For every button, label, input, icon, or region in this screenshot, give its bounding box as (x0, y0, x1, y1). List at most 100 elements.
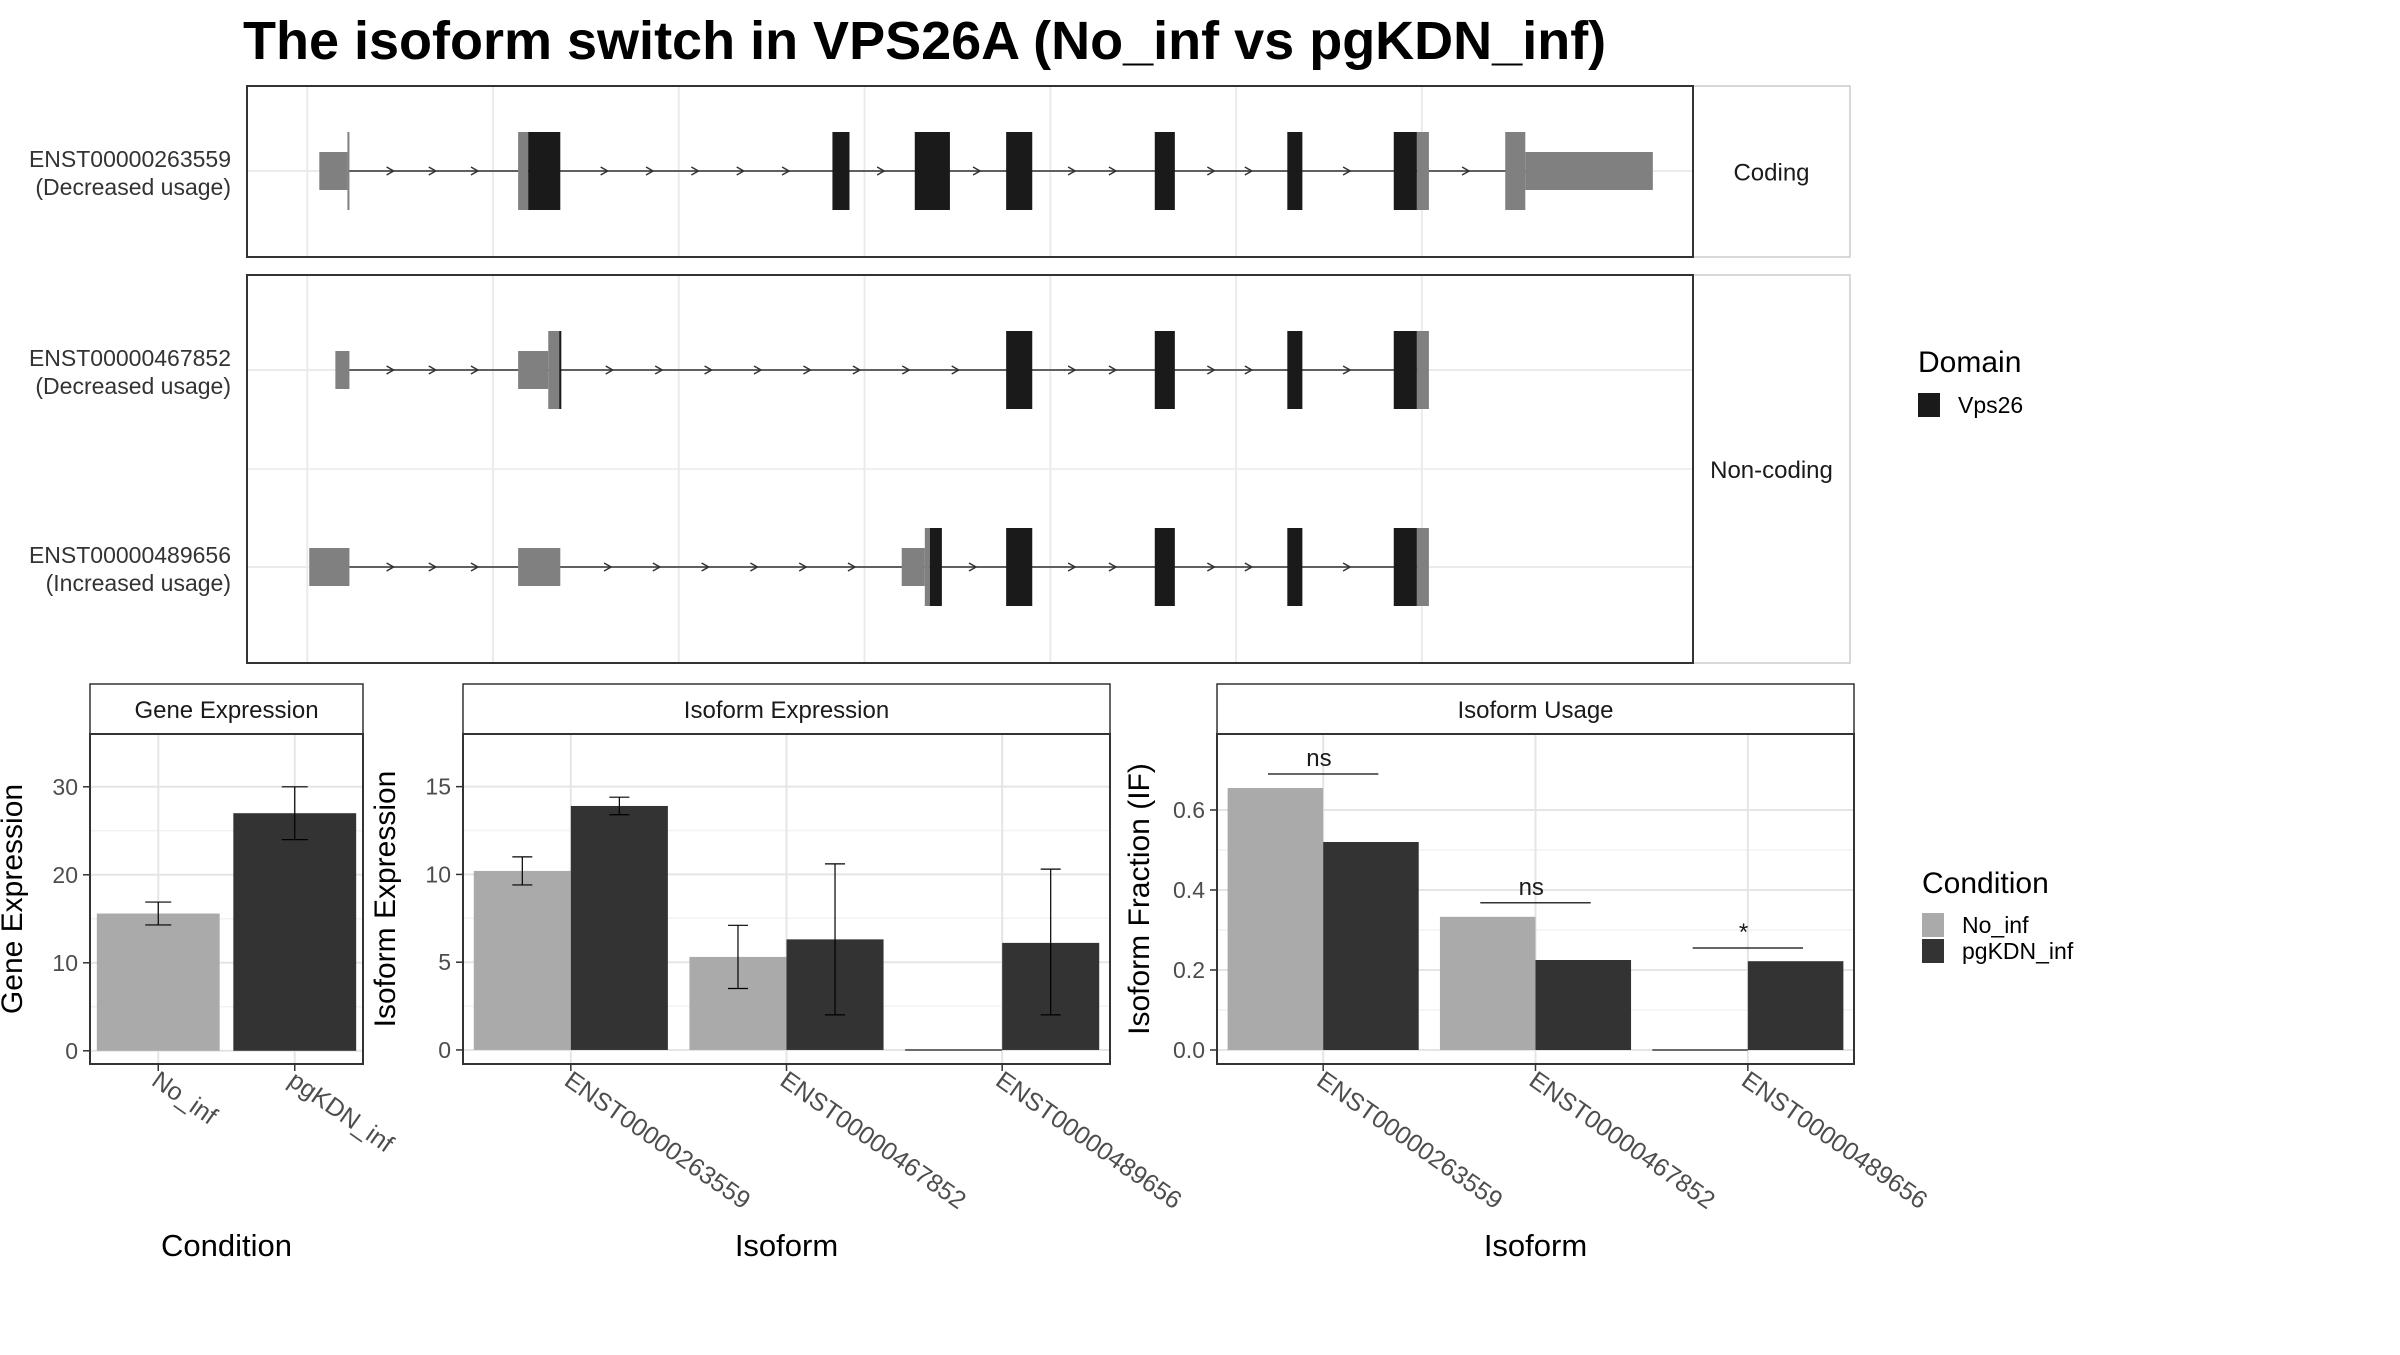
y-axis-title: Isoform Fraction (IF) (1123, 763, 1156, 1035)
x-axis-title: Condition (161, 1228, 292, 1263)
direction-arrow (1067, 562, 1077, 572)
utr-exon (335, 351, 350, 389)
bar-pgKDN_inf (1323, 842, 1419, 1050)
direction-arrow (1342, 562, 1352, 572)
domain-exon (1287, 132, 1303, 210)
direction-arrow (428, 562, 438, 572)
direction-arrow (1067, 365, 1077, 375)
direction-arrow (803, 365, 812, 375)
legend-key-no-inf (1922, 913, 1944, 937)
domain-exon (832, 132, 850, 210)
x-tick-label: pgKDN_inf (283, 1066, 398, 1158)
x-tick-label: ENST00000489656 (1736, 1066, 1932, 1215)
domain-exon (929, 528, 942, 606)
bar-pgKDN_inf (1535, 960, 1632, 1050)
y-tick-label: 0.0 (1173, 1037, 1205, 1063)
coding-exon (1416, 331, 1429, 409)
domain-exon (1154, 331, 1175, 409)
domain-exon (559, 331, 562, 409)
y-tick-label: 10 (52, 950, 78, 976)
domain-legend-title: Domain (1918, 346, 2021, 379)
domain-exon (914, 132, 950, 210)
coding-exon (1416, 132, 1429, 210)
coding-exon (1416, 528, 1429, 606)
facet-strip (1692, 274, 1851, 664)
x-tick-label: ENST00000263559 (1312, 1066, 1508, 1215)
direction-arrow (690, 166, 700, 176)
condition-legend-title: Condition (1922, 867, 2049, 900)
direction-arrow (852, 365, 862, 375)
direction-arrow (470, 365, 480, 375)
utr-exon (319, 152, 348, 190)
direction-arrow (428, 365, 438, 375)
direction-arrow (652, 562, 662, 572)
structure-panel-border (246, 85, 1694, 258)
y-tick-label: 0 (65, 1038, 78, 1064)
y-tick-label: 0.2 (1173, 957, 1205, 983)
y-tick-label: 0 (438, 1037, 451, 1063)
y-tick-label: 0.6 (1173, 797, 1205, 823)
coding-exon (518, 132, 529, 210)
y-tick-label: 10 (425, 861, 451, 887)
bar-No_inf (96, 913, 220, 1051)
legend-key-vps26 (1918, 393, 1940, 417)
x-tick-label: No_inf (147, 1066, 222, 1130)
bar-No_inf (473, 870, 571, 1050)
domain-exon (1154, 528, 1175, 606)
direction-arrow (605, 365, 615, 375)
domain-exon (1006, 528, 1033, 606)
bar-pgKDN_inf (233, 813, 357, 1051)
direction-arrow (470, 166, 480, 176)
y-tick-label: 0.4 (1173, 877, 1205, 903)
direction-arrow (1342, 365, 1352, 375)
direction-arrow (603, 562, 613, 572)
direction-arrow (428, 166, 438, 176)
panel-strip (1216, 683, 1855, 735)
panel-strip-title: Isoform Usage (1457, 697, 1613, 724)
domain-exon (1154, 132, 1175, 210)
direction-arrow (1461, 166, 1471, 176)
direction-arrow (386, 562, 396, 572)
direction-arrow (1108, 365, 1118, 375)
significance-label: ns (1519, 874, 1544, 901)
direction-arrow (600, 166, 610, 176)
direction-arrow (781, 166, 791, 176)
y-tick-label: 5 (438, 949, 451, 975)
y-tick-label: 30 (52, 774, 78, 800)
direction-arrow (750, 562, 759, 572)
direction-arrow (1244, 365, 1254, 375)
direction-arrow (736, 166, 746, 176)
facet-strip-label: Non-coding (1710, 457, 1833, 484)
x-tick-label: ENST00000263559 (559, 1066, 755, 1215)
isoform-usage-label: (Decreased usage) (35, 373, 231, 399)
direction-arrow (876, 166, 886, 176)
domain-exon (1393, 528, 1417, 606)
direction-arrow (968, 562, 978, 572)
direction-arrow (1244, 562, 1254, 572)
facet-strip-label: Coding (1733, 160, 1809, 187)
direction-arrow (470, 562, 480, 572)
domain-exon (1006, 132, 1033, 210)
significance-label: * (1739, 919, 1748, 946)
domain-exon (1287, 528, 1303, 606)
x-axis-title: Isoform (735, 1228, 838, 1263)
panel-strip-title: Gene Expression (134, 697, 318, 724)
panel-strip (462, 683, 1111, 735)
condition-legend-label: No_inf (1962, 912, 2029, 938)
y-tick-label: 20 (52, 862, 78, 888)
y-tick-label: 15 (425, 774, 451, 800)
utr-exon (1525, 152, 1653, 190)
plot-border (89, 733, 364, 1065)
panel-strip (89, 683, 364, 735)
direction-arrow (753, 365, 763, 375)
x-axis-title: Isoform (1484, 1228, 1587, 1263)
direction-arrow (1244, 166, 1254, 176)
domain-exon (528, 132, 561, 210)
x-tick-label: ENST00000489656 (991, 1066, 1187, 1215)
domain-exon (1006, 331, 1033, 409)
direction-arrow (972, 166, 982, 176)
bar-No_inf (1439, 916, 1536, 1050)
coding-exon (347, 132, 350, 210)
isoform-usage-label: (Increased usage) (46, 570, 231, 596)
